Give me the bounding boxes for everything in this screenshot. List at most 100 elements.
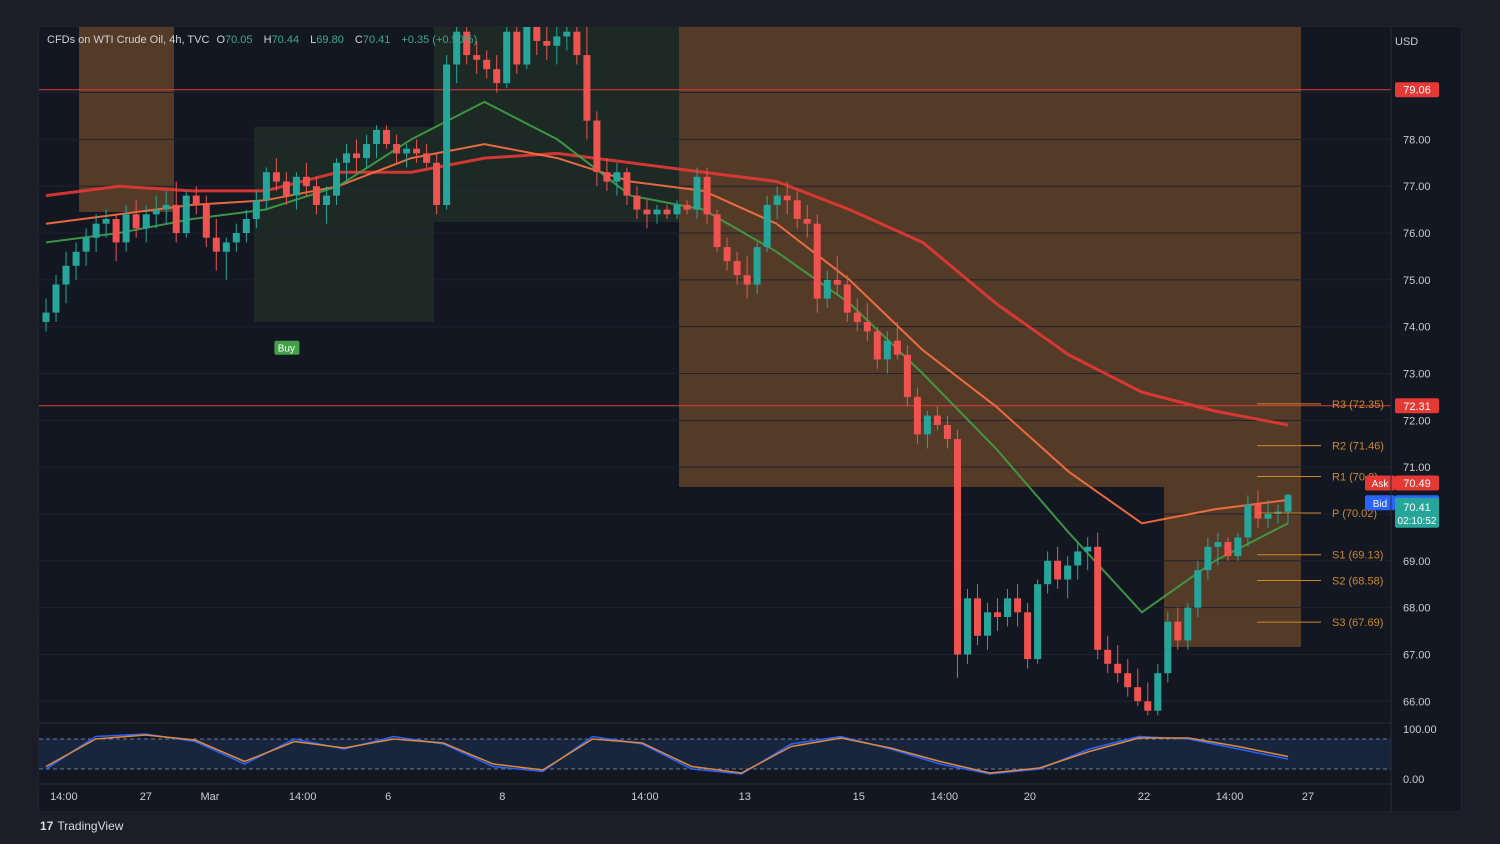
price-tag-value: 72.31 — [1403, 401, 1431, 413]
candle-body — [493, 69, 501, 84]
legend-symbol: CFDs on WTI Crude Oil, 4h, TVC — [47, 34, 210, 46]
candle-body — [1154, 673, 1162, 711]
price-tag-side — [1365, 495, 1395, 511]
candle-body — [683, 204, 691, 210]
candle-body — [343, 153, 350, 163]
legend-low-label: L — [310, 34, 317, 46]
candle-body — [893, 340, 901, 355]
legend-high-label: H — [263, 34, 272, 46]
oscillator-band — [39, 739, 1391, 769]
candle-body — [1214, 542, 1222, 547]
chart-panel[interactable]: 79.0078.0077.0076.0075.0074.0073.0072.00… — [38, 26, 1462, 812]
candle-body — [1204, 546, 1212, 571]
oscillator-line — [45, 734, 1289, 774]
candle-body — [252, 200, 260, 219]
symbol-legend: CFDs on WTI Crude Oil, 4h, TVC O70.05 H 7… — [47, 34, 481, 46]
y-tick-label: 71.00 — [1403, 462, 1431, 474]
legend-close-value: 70.41 — [362, 34, 391, 46]
candle-body — [423, 153, 431, 163]
candle-body — [974, 598, 981, 636]
candle-body — [1234, 537, 1242, 557]
candle-body — [1054, 560, 1062, 580]
candle-body — [994, 612, 1001, 617]
price-tag-side-label: Ask — [1372, 479, 1390, 490]
candle-body — [533, 27, 541, 41]
chart-canvas[interactable]: 79.0078.0077.0076.0075.0074.0073.0072.00… — [39, 27, 1461, 811]
candle-body — [563, 31, 571, 37]
candle-body — [1254, 504, 1262, 519]
candle-body — [142, 214, 150, 229]
legend-open: O70.05 — [216, 34, 256, 46]
candle-body — [843, 284, 851, 313]
candle-body — [964, 598, 971, 655]
candle-body — [363, 144, 370, 159]
candle-body — [813, 223, 821, 299]
candle-body — [883, 340, 891, 360]
legend-close: C70.41 — [355, 34, 394, 46]
candle-body — [52, 284, 60, 313]
price-tag-value: 79.06 — [1403, 85, 1431, 97]
y-tick-label: 78.00 — [1403, 134, 1431, 146]
oscillator-y-tick-label: 0.00 — [1403, 774, 1424, 786]
cloud-band — [1164, 27, 1301, 647]
candle-body — [863, 322, 871, 332]
candle-body — [713, 214, 721, 248]
pivot-label: S3 (67.69) — [1332, 617, 1383, 629]
candle-body — [1164, 621, 1172, 674]
candle-body — [923, 415, 931, 435]
candle-body — [773, 195, 781, 205]
candle-body — [232, 233, 240, 243]
price-tag-value: 70.49 — [1403, 478, 1431, 490]
candle-body — [82, 237, 90, 252]
candle-body — [262, 172, 270, 201]
candle-body — [583, 55, 591, 121]
buy-signal-badge — [274, 340, 300, 355]
candle-body — [733, 261, 741, 276]
y-tick-label: 74.00 — [1403, 322, 1431, 334]
candle-body — [1114, 663, 1122, 674]
candle-body — [242, 219, 250, 233]
candle-body — [92, 223, 100, 238]
candle-body — [453, 31, 461, 65]
tradingview-logo[interactable]: 17 TradingView — [40, 819, 123, 833]
y-tick-label: 75.00 — [1403, 275, 1431, 287]
candle-body — [653, 209, 661, 215]
candle-body — [1194, 570, 1202, 608]
price-tag-countdown: 02:10:52 — [1398, 516, 1437, 527]
candle-body — [1104, 649, 1112, 664]
oscillator-line — [45, 733, 1289, 775]
candle-body — [1044, 560, 1052, 585]
candle-body — [483, 59, 491, 70]
candle-body — [943, 425, 951, 439]
price-tag — [1395, 497, 1439, 528]
candle-body — [523, 27, 531, 65]
candle-body — [152, 209, 160, 215]
candle-body — [1264, 514, 1272, 519]
candle-body — [393, 144, 401, 154]
candle-body — [984, 612, 991, 636]
x-tick-label: 15 — [853, 791, 865, 803]
candle-body — [553, 36, 561, 46]
candle-body — [463, 31, 471, 56]
candle-body — [703, 176, 711, 215]
candle-body — [102, 219, 110, 224]
candle-body — [1064, 565, 1072, 580]
legend-low: L69.80 — [310, 34, 348, 46]
x-tick-label: 14:00 — [289, 791, 317, 803]
price-tag — [1395, 82, 1439, 98]
candle-body — [1284, 494, 1292, 512]
candle-body — [913, 396, 921, 435]
candle-body — [1004, 598, 1011, 617]
candle-body — [763, 204, 771, 247]
candle-body — [643, 209, 651, 215]
x-tick-label: 14:00 — [631, 791, 659, 803]
candle-body — [573, 31, 581, 56]
y-tick-label: 67.00 — [1403, 649, 1431, 661]
candle-body — [272, 172, 280, 182]
price-tag-side-label: Bid — [1373, 499, 1387, 510]
candle-body — [323, 195, 330, 205]
candle-body — [282, 181, 290, 196]
candle-body — [192, 195, 200, 205]
candle-body — [1174, 621, 1182, 641]
candle-body — [1014, 598, 1022, 613]
